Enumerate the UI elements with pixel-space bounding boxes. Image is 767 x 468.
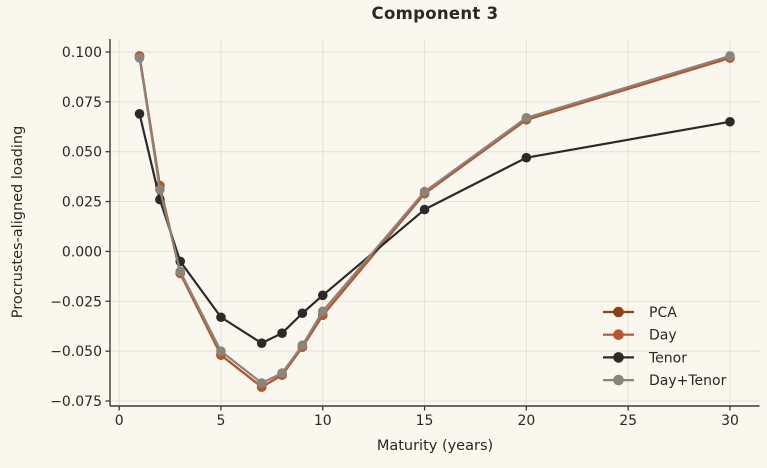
data-point xyxy=(175,266,186,277)
x-tick-label: 20 xyxy=(517,413,535,429)
legend-label: Day+Tenor xyxy=(649,373,727,389)
legend-item-day: Day xyxy=(603,328,677,344)
x-tick-label: 30 xyxy=(721,413,739,429)
data-point xyxy=(216,346,226,356)
legend-item-day-tenor: Day+Tenor xyxy=(603,373,727,389)
series-line xyxy=(138,54,732,389)
series-line xyxy=(138,112,732,345)
legend-label: PCA xyxy=(649,305,677,321)
x-tick-label: 25 xyxy=(619,413,637,429)
gridlines xyxy=(110,39,760,406)
data-point xyxy=(155,184,165,195)
legend-marker xyxy=(613,306,624,318)
series-line xyxy=(138,54,732,385)
legend-marker xyxy=(613,352,624,363)
y-tick-label: 0.025 xyxy=(62,195,102,211)
legend-label: Day xyxy=(649,328,677,344)
data-point xyxy=(419,186,430,197)
y-tick-label: 0.100 xyxy=(62,45,102,61)
data-point xyxy=(256,338,267,348)
chart-title: Component 3 xyxy=(371,4,499,23)
legend: PCA Day Tenor Day+Tenor xyxy=(603,305,727,389)
x-tick-label: 5 xyxy=(217,413,226,429)
tick-labels: 0 5 10 15 20 25 30 0.100 0.075 0.050 0.025 0.000 −0.… xyxy=(50,45,739,429)
data-point xyxy=(317,306,328,317)
data-point xyxy=(277,328,287,338)
x-axis-label: Maturity (years) xyxy=(376,438,494,454)
y-axis-label: Procrustes-aligned loading xyxy=(10,125,26,319)
y-tick-label: −0.050 xyxy=(50,344,102,360)
ticks xyxy=(105,51,731,411)
data-point xyxy=(216,312,226,323)
y-tick-label: 0.075 xyxy=(62,95,102,111)
legend-marker xyxy=(613,374,624,386)
legend-item-tenor: Tenor xyxy=(603,350,687,366)
legend-marker xyxy=(613,329,624,341)
series-line xyxy=(138,54,732,389)
series-tenor xyxy=(134,108,735,348)
y-tick-label: −0.075 xyxy=(50,394,102,410)
data-point xyxy=(317,290,328,301)
y-tick-label: 0.050 xyxy=(62,145,102,161)
data-point xyxy=(521,112,532,123)
data-point xyxy=(521,152,532,163)
data-point xyxy=(134,108,145,119)
x-tick-label: 0 xyxy=(115,413,124,429)
data-point xyxy=(725,51,735,61)
x-tick-label: 10 xyxy=(314,413,332,429)
data-point xyxy=(277,368,287,378)
data-point xyxy=(419,204,430,215)
axes-spines xyxy=(109,39,760,407)
x-tick-label: 15 xyxy=(416,413,434,429)
data-point xyxy=(134,53,145,63)
legend-item-pca: PCA xyxy=(603,305,677,321)
data-point xyxy=(297,340,308,350)
data-point xyxy=(725,116,735,127)
data-point xyxy=(256,378,267,388)
y-tick-label: 0.000 xyxy=(62,244,102,260)
series-day-tenor xyxy=(134,51,735,388)
data-point xyxy=(297,308,308,319)
y-tick-label: −0.025 xyxy=(50,294,102,310)
legend-label: Tenor xyxy=(648,350,687,366)
